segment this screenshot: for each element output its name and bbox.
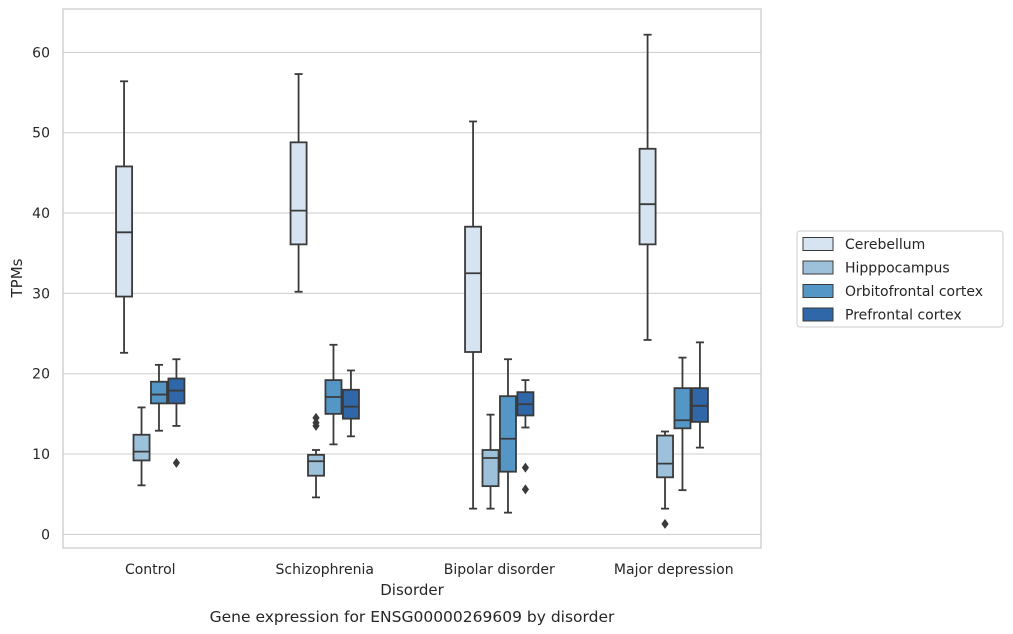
y-axis-label: TPMs: [8, 258, 26, 298]
legend-items: Cerebellum Hipppocampus Orbitofrontal cort…: [802, 237, 983, 324]
iqr-box: [307, 453, 325, 477]
box-series: [115, 33, 709, 529]
box-hipppocampus: [132, 406, 151, 487]
y-tick-label: 60: [32, 45, 50, 61]
legend-swatch: [802, 237, 834, 251]
legend-label: Hipppocampus: [845, 261, 950, 277]
iqr-box: [481, 449, 500, 488]
x-tick-label: Schizophrenia: [276, 562, 374, 578]
box-orbitofrontal-cortex: [673, 356, 692, 492]
iqr-box: [673, 387, 692, 430]
legend: Cerebellum Hipppocampus Orbitofrontal cort…: [796, 230, 1004, 328]
iqr-box: [289, 141, 308, 246]
legend-frame: [796, 230, 1004, 328]
box-hipppocampus: [656, 430, 674, 529]
box-cerebellum: [289, 73, 308, 293]
iqr-box: [150, 380, 168, 405]
legend-swatch: [802, 284, 834, 298]
box-prefrontal-cortex: [690, 341, 709, 449]
box-prefrontal-cortex: [167, 358, 186, 468]
legend-label: Cerebellum: [845, 237, 925, 253]
outlier-point: [312, 412, 320, 423]
box-hipppocampus: [481, 413, 500, 510]
iqr-box: [464, 225, 483, 353]
outlier-point: [172, 457, 181, 468]
legend-label: Prefrontal cortex: [845, 308, 962, 324]
box-orbitofrontal-cortex: [499, 358, 517, 514]
y-tick-label: 10: [32, 447, 50, 463]
chart-caption: Gene expression for ENSG00000269609 by d…: [210, 608, 615, 626]
box-cerebellum: [115, 80, 134, 354]
x-tick-label: Major depression: [614, 562, 734, 578]
y-axis-ticks: 0 10 20 30 40 50 60: [32, 45, 50, 543]
iqr-box: [132, 433, 151, 462]
iqr-box: [341, 388, 360, 420]
box-prefrontal-cortex: [341, 369, 360, 438]
box-orbitofrontal-cortex: [150, 363, 168, 432]
legend-swatch: [802, 307, 834, 322]
box-hipppocampus: [307, 412, 325, 499]
legend-swatch: [802, 260, 834, 275]
y-tick-label: 20: [32, 367, 50, 383]
y-tick-label: 40: [32, 206, 50, 222]
x-tick-label: Control: [125, 562, 176, 578]
box-cerebellum: [464, 120, 483, 510]
iqr-box: [656, 434, 674, 479]
outlier-point: [661, 518, 669, 529]
iqr-box: [638, 147, 657, 246]
plot-frame: [62, 8, 762, 549]
box-orbitofrontal-cortex: [324, 343, 343, 446]
box-prefrontal-cortex: [516, 379, 535, 495]
y-tick-label: 30: [32, 286, 50, 302]
iqr-box: [499, 395, 517, 473]
box-cerebellum: [638, 33, 657, 341]
x-axis-ticks: Control Schizophrenia Bipolar disorder Majo…: [125, 562, 734, 578]
y-tick-label: 0: [41, 527, 50, 543]
outlier-point: [521, 462, 530, 473]
grid-lines: [63, 51, 761, 535]
legend-label: Orbitofrontal cortex: [845, 284, 983, 300]
x-tick-label: Bipolar disorder: [444, 562, 555, 578]
y-tick-label: 50: [32, 126, 50, 142]
x-axis-label: Disorder: [380, 581, 444, 599]
outlier-point: [521, 484, 530, 495]
